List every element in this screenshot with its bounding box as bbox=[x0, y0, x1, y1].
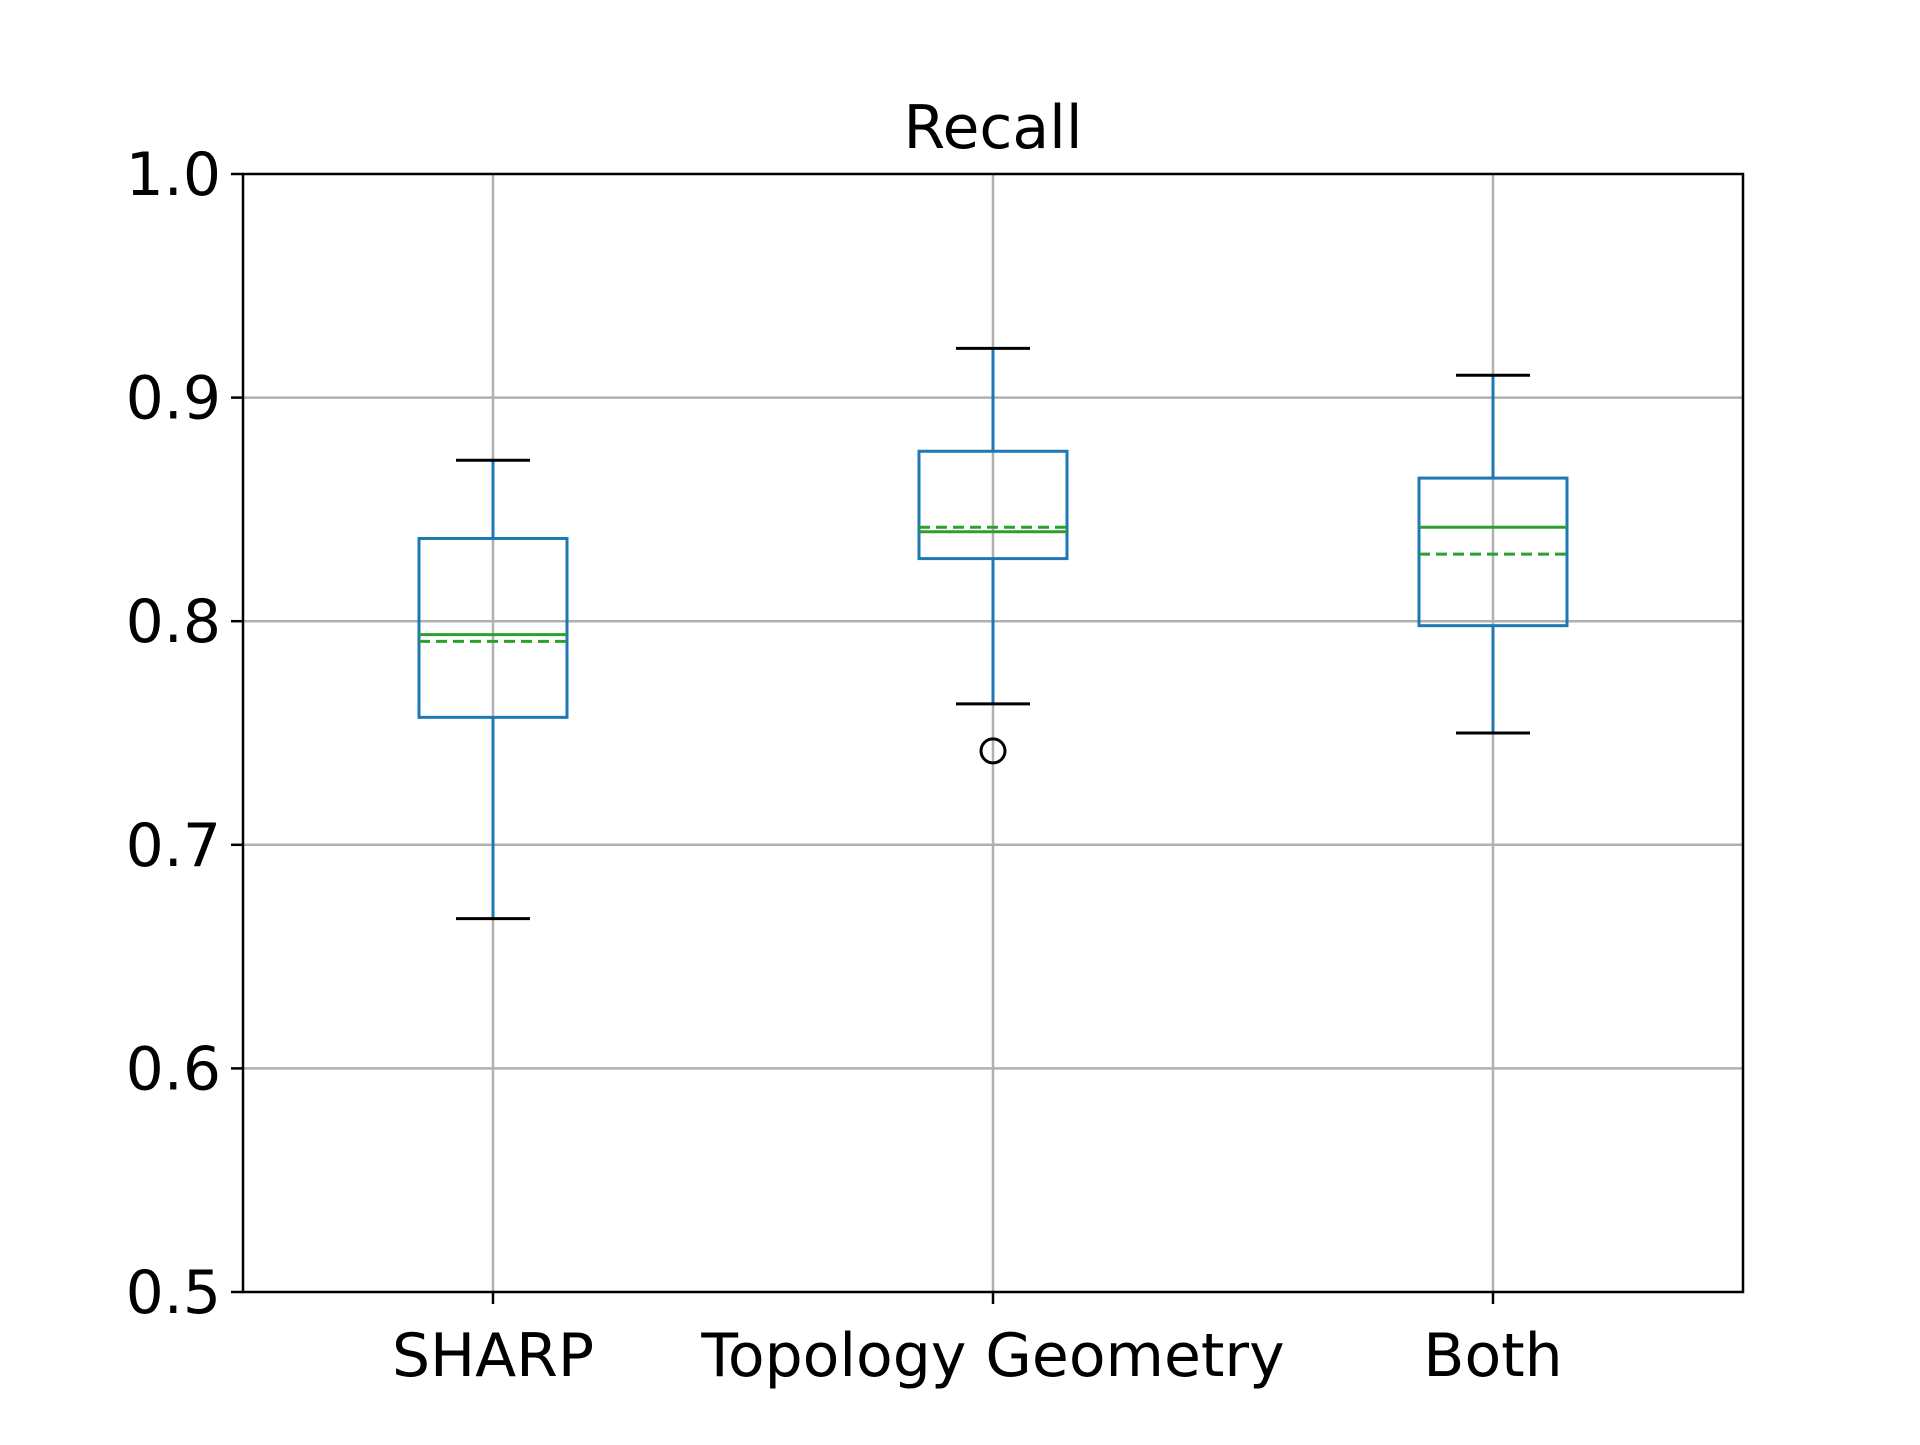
box-both bbox=[1419, 375, 1567, 733]
axes: 0.5 0.6 0.7 0.8 0.9 1.0 SHARP Topology Geometry… bbox=[126, 140, 1743, 1391]
x-tick-label: Topology Geometry bbox=[700, 1321, 1284, 1391]
y-tick-label: 1.0 bbox=[126, 140, 221, 210]
x-tick-label: Both bbox=[1423, 1321, 1562, 1391]
x-tick-label: SHARP bbox=[392, 1321, 594, 1391]
y-tick-label: 0.5 bbox=[126, 1258, 221, 1328]
y-tick-label: 0.6 bbox=[126, 1034, 221, 1104]
chart-title: Recall bbox=[903, 93, 1082, 163]
y-tick-label: 0.7 bbox=[126, 811, 221, 881]
y-tick-label: 0.8 bbox=[126, 587, 221, 657]
y-tick-label: 0.9 bbox=[126, 364, 221, 434]
